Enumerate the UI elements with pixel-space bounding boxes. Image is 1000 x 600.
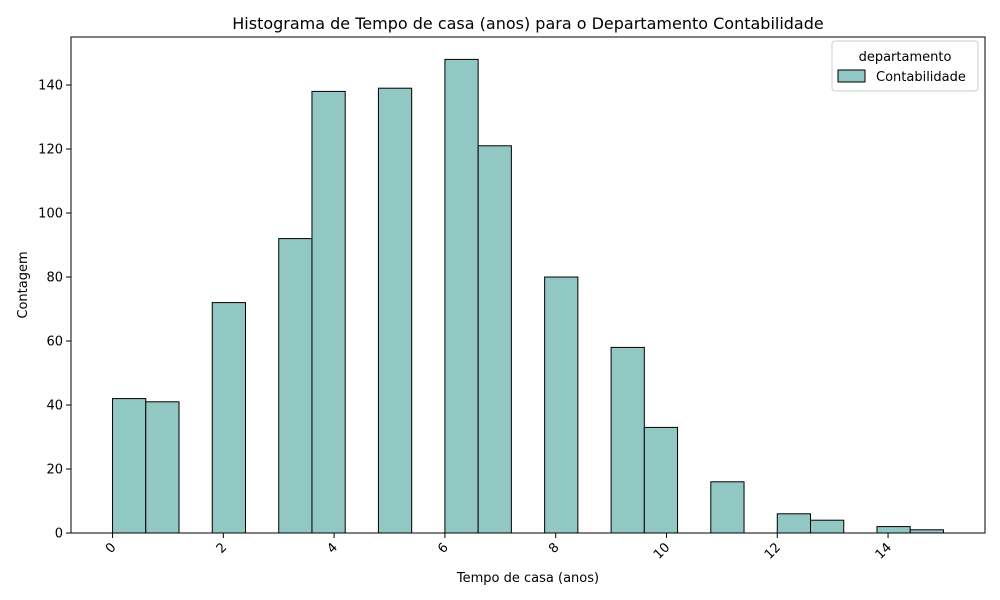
x-tick-label: 10 [651, 540, 673, 562]
chart-title: Histograma de Tempo de casa (anos) para … [232, 14, 823, 33]
histogram-bar [876, 526, 911, 534]
x-tick-label: 0 [103, 540, 119, 556]
histogram-bar [544, 276, 579, 534]
y-tick-label: 80 [46, 271, 63, 286]
x-tick-label: 14 [873, 540, 895, 562]
x-tick-label: 2 [214, 540, 230, 556]
y-tick-label: 20 [46, 463, 63, 478]
x-tick-label: 12 [762, 540, 784, 562]
x-tick-label: 4 [324, 540, 340, 556]
histogram-bar [145, 401, 180, 534]
histogram-bar [477, 145, 512, 534]
legend-label: Contabilidade [876, 70, 966, 85]
y-axis-label: Contagem [16, 251, 31, 318]
histogram-bar [278, 238, 313, 534]
histogram-bar [776, 513, 812, 534]
plot-area-frame [70, 36, 986, 534]
y-tick-label: 120 [38, 143, 63, 158]
x-tick-label: 8 [546, 540, 562, 556]
bars-group [112, 58, 944, 534]
y-tick-label: 140 [38, 79, 63, 94]
histogram-bar [810, 519, 845, 534]
legend: departamento Contabilidade [831, 40, 979, 92]
x-axis-ticks: 0 2 4 6 8 10 12 14 [103, 533, 895, 563]
legend-frame [831, 40, 979, 92]
histogram-bar [311, 90, 346, 534]
y-axis-ticks: 0 20 40 60 80 100 120 140 [38, 79, 71, 542]
histogram-bar [112, 398, 147, 534]
histogram-bar [377, 87, 413, 534]
histogram-bar [211, 302, 246, 534]
x-tick-label: 6 [435, 540, 451, 556]
y-tick-label: 40 [46, 399, 63, 414]
y-tick-label: 100 [38, 207, 63, 222]
histogram-bar [444, 58, 479, 534]
y-tick-label: 0 [55, 527, 63, 542]
histogram-bar [710, 481, 745, 534]
legend-swatch [837, 69, 866, 83]
histogram-bar [643, 426, 679, 534]
histogram-bar [610, 346, 645, 534]
legend-title: departamento [859, 50, 952, 65]
x-axis-label: Tempo de casa (anos) [456, 571, 599, 586]
y-tick-label: 60 [46, 335, 63, 350]
